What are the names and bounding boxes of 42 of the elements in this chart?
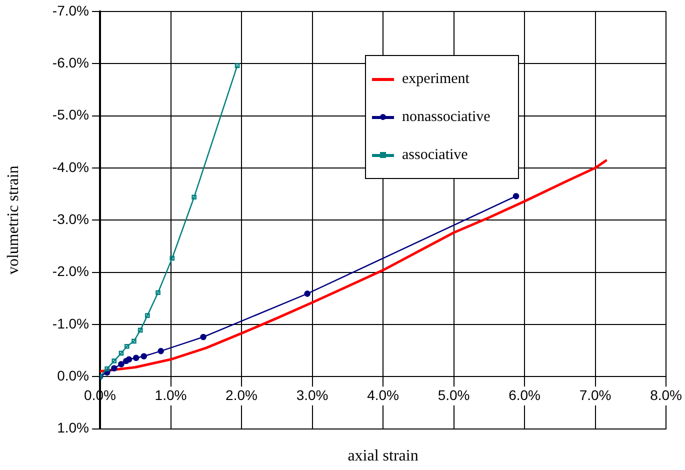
x-tick-label: 3.0%	[296, 386, 328, 403]
y-tick-label: -6.0%	[52, 54, 89, 70]
x-tick-label: 4.0%	[367, 386, 399, 403]
point	[304, 290, 310, 297]
x-tick-label: 2.0%	[226, 386, 258, 403]
legend-label: nonassociative	[402, 108, 490, 126]
point	[124, 344, 130, 349]
legend-label: experiment	[402, 70, 470, 88]
x-tick-label: 5.0%	[438, 386, 470, 403]
point	[138, 328, 143, 333]
y-tick-label: -3.0%	[52, 210, 89, 227]
y-axis-title: volumetric strain	[4, 166, 22, 275]
point	[144, 313, 150, 318]
point	[126, 356, 132, 363]
point	[512, 192, 520, 200]
x-tick-label: 6.0%	[508, 386, 540, 403]
y-tick-label: -4.0%	[52, 158, 89, 175]
point	[111, 365, 118, 372]
point	[156, 290, 160, 296]
x-tick-label: 7.0%	[579, 386, 612, 403]
point	[112, 358, 117, 364]
point	[158, 348, 164, 354]
y-tick-label: -1.0%	[52, 315, 89, 332]
point	[234, 63, 240, 68]
legend-label: associative	[402, 146, 468, 164]
point	[170, 256, 175, 261]
point	[192, 194, 197, 200]
point	[140, 353, 148, 360]
x-tick-label: 1.0%	[154, 386, 187, 403]
x-tick-label: 8.0%	[650, 386, 682, 403]
y-tick-label: -2.0%	[52, 263, 89, 280]
point	[132, 354, 140, 361]
point	[118, 360, 124, 368]
x-axis-title: axial strain	[348, 448, 418, 465]
point	[104, 366, 110, 372]
y-tick-label: -7.0%	[52, 2, 89, 18]
point	[200, 334, 206, 340]
y-tick-label: 0.0%	[57, 367, 89, 384]
point	[132, 338, 136, 344]
point	[118, 350, 124, 356]
y-tick-label: 1.0%	[57, 420, 89, 436]
y-tick-label: -5.0%	[52, 106, 89, 123]
